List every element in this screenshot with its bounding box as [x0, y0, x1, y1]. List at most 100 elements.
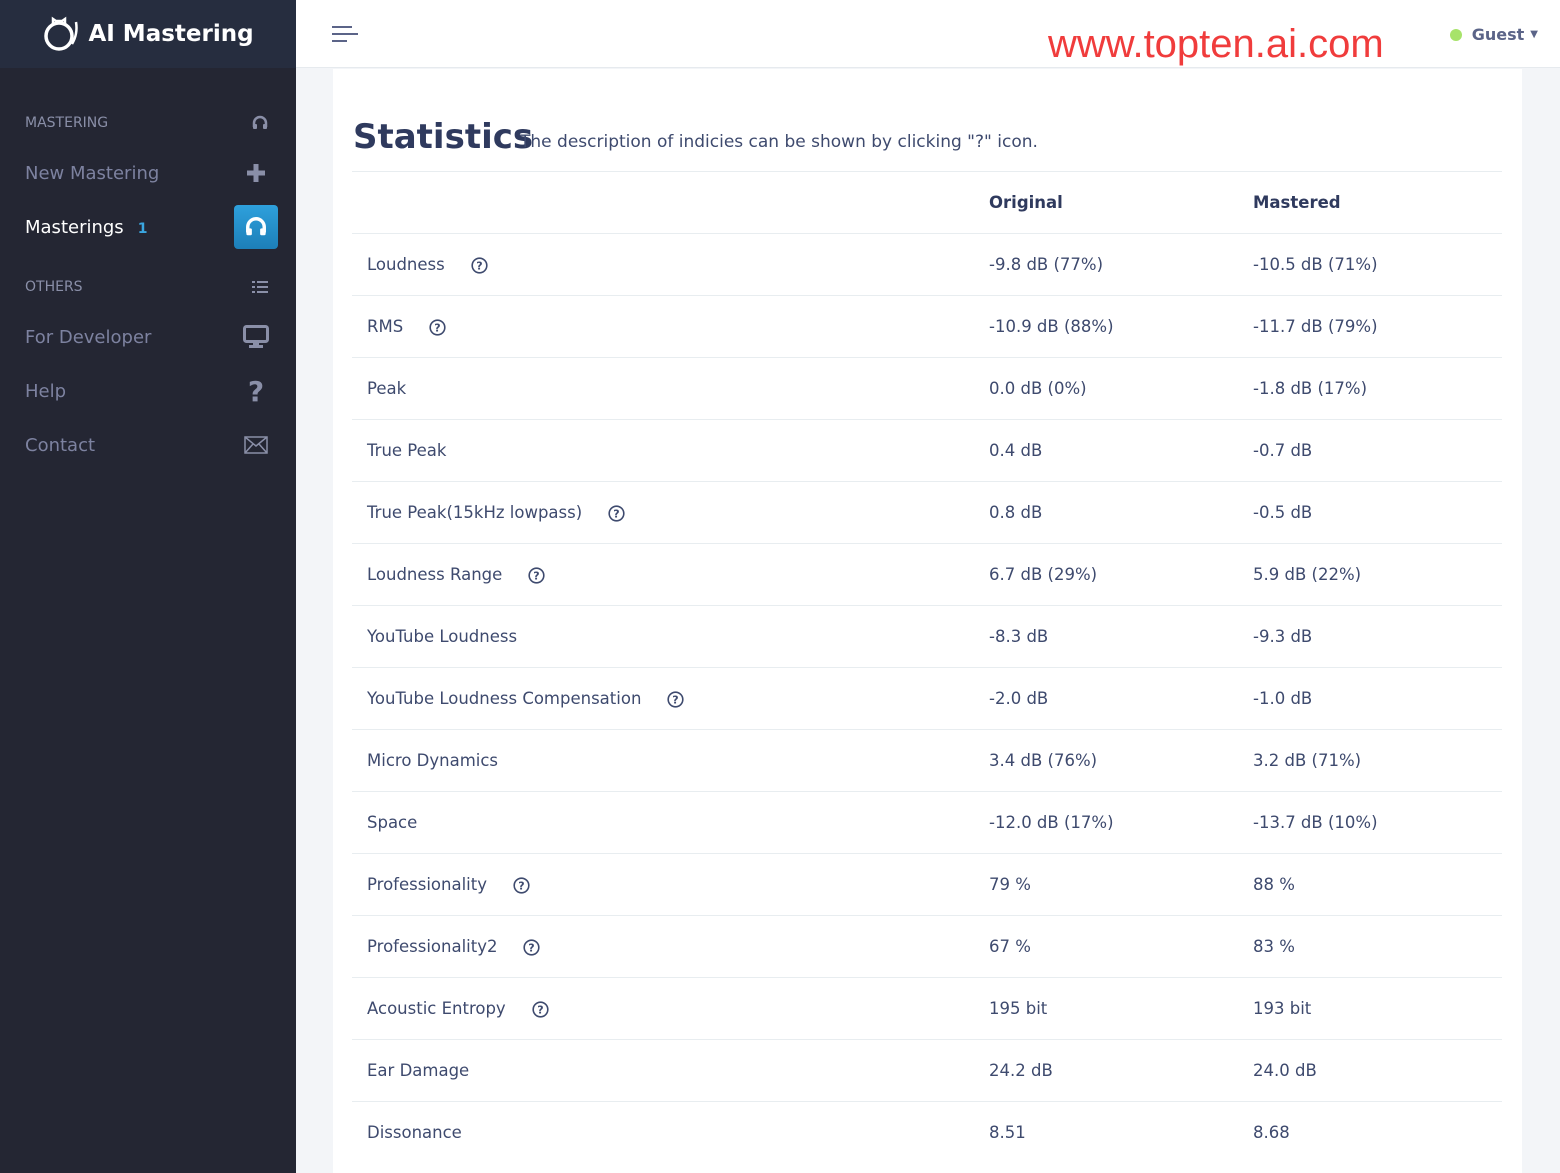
- mastered-value: 3.2 dB (71%): [1253, 729, 1502, 792]
- metric-name: Professionality: [367, 875, 487, 894]
- logo[interactable]: AI Mastering: [0, 0, 296, 68]
- original-value: 24.2 dB: [989, 1039, 1253, 1102]
- table-row: Peak 0.0 dB (0%) -1.8 dB (17%): [352, 357, 1502, 420]
- metric-name: Loudness: [367, 255, 445, 274]
- original-value: 0.0 dB (0%): [989, 357, 1253, 420]
- metric-name-cell: Dissonance: [352, 1101, 989, 1164]
- metric-name-cell: YouTube Loudness: [352, 605, 989, 668]
- metric-name-cell: Space: [352, 791, 989, 854]
- mastered-value: -13.7 dB (10%): [1253, 791, 1502, 854]
- original-value: 3.4 dB (76%): [989, 729, 1253, 792]
- table-row: Ear Damage 24.2 dB 24.0 dB: [352, 1039, 1502, 1102]
- mastered-value: -9.3 dB: [1253, 605, 1502, 668]
- section-others: OTHERS: [0, 275, 296, 299]
- logo-icon: [44, 16, 79, 51]
- mastered-value: -11.7 dB (79%): [1253, 295, 1502, 358]
- caret-down-icon: ▼: [1530, 29, 1538, 40]
- count-badge: 1: [137, 220, 148, 237]
- metric-name-cell: Micro Dynamics: [352, 729, 989, 792]
- sidebar-item-masterings[interactable]: Masterings 1: [0, 204, 296, 250]
- metric-name-cell: True Peak: [352, 419, 989, 482]
- statistics-table: Original Mastered Loudness? -9.8 dB (77%…: [352, 171, 1502, 1164]
- metric-name-cell: YouTube Loudness Compensation?: [352, 667, 989, 730]
- original-value: -8.3 dB: [989, 605, 1253, 668]
- help-icon[interactable]: ?: [429, 319, 446, 336]
- table-row: True Peak(15kHz lowpass)? 0.8 dB -0.5 dB: [352, 481, 1502, 544]
- original-value: 79 %: [989, 853, 1253, 916]
- sidebar-item-label: Contact: [25, 434, 96, 456]
- metric-name: Dissonance: [367, 1123, 462, 1143]
- sidebar-item-label: New Mastering: [25, 162, 160, 184]
- mastered-value: 5.9 dB (22%): [1253, 543, 1502, 606]
- help-icon[interactable]: ?: [513, 877, 530, 894]
- mastered-value: 88 %: [1253, 853, 1502, 916]
- user-name: Guest: [1471, 25, 1525, 44]
- metric-name: RMS: [367, 317, 404, 336]
- sidebar-item-label: For Developer: [25, 326, 152, 348]
- help-icon[interactable]: ?: [523, 939, 541, 956]
- original-value: 0.4 dB: [989, 419, 1253, 482]
- table-header-row: Original Mastered: [352, 171, 1502, 234]
- original-value: 67 %: [989, 915, 1253, 978]
- mastered-value: 8.68: [1253, 1101, 1502, 1164]
- metric-name: True Peak(15kHz lowpass): [367, 503, 583, 522]
- svg-text:?: ?: [613, 508, 619, 521]
- metric-name-cell: True Peak(15kHz lowpass)?: [352, 481, 989, 544]
- original-value: -9.8 dB (77%): [989, 233, 1253, 296]
- sidebar-item-for-developer[interactable]: For Developer: [0, 314, 296, 360]
- mastered-value: -1.8 dB (17%): [1253, 357, 1502, 420]
- sidebar-item-label: Masterings: [25, 216, 124, 238]
- metric-name: Loudness Range: [367, 565, 503, 584]
- mastered-value: 83 %: [1253, 915, 1502, 978]
- user-menu[interactable]: Guest ▼: [1449, 25, 1538, 44]
- svg-text:?: ?: [434, 322, 440, 335]
- metric-name-cell: RMS?: [352, 295, 989, 358]
- top-bar: www.topten.ai.com Guest ▼: [296, 0, 1560, 68]
- envelope-icon: [244, 436, 268, 454]
- table-row: Micro Dynamics 3.4 dB (76%) 3.2 dB (71%): [352, 729, 1502, 792]
- list-icon: [252, 281, 268, 293]
- metric-name: Acoustic Entropy: [367, 999, 506, 1018]
- column-header-mastered: Mastered: [1253, 171, 1502, 234]
- section-mastering: MASTERING: [0, 111, 296, 135]
- metric-name: YouTube Loudness Compensation: [367, 689, 642, 708]
- metric-name-cell: Loudness Range?: [352, 543, 989, 606]
- mastered-value: -10.5 dB (71%): [1253, 233, 1502, 296]
- table-row: True Peak 0.4 dB -0.7 dB: [352, 419, 1502, 482]
- metric-name: Ear Damage: [367, 1061, 470, 1080]
- watermark: www.topten.ai.com: [1048, 22, 1384, 66]
- app-name: AI Mastering: [88, 21, 254, 47]
- original-value: 195 bit: [989, 977, 1253, 1040]
- original-value: -2.0 dB: [989, 667, 1253, 730]
- metric-name: Micro Dynamics: [367, 751, 499, 770]
- original-value: 0.8 dB: [989, 481, 1253, 544]
- metric-name-cell: Professionality?: [352, 853, 989, 916]
- sidebar-item-help[interactable]: Help ?: [0, 368, 296, 414]
- headphones-icon: [246, 217, 266, 236]
- statistics-card: Statistics The description of indicies c…: [333, 69, 1522, 1173]
- column-header-original: Original: [989, 171, 1253, 234]
- sidebar-item-new-mastering[interactable]: New Mastering: [0, 150, 296, 196]
- svg-text:?: ?: [529, 942, 535, 955]
- help-icon[interactable]: ?: [528, 567, 545, 584]
- metric-name-cell: Professionality2?: [352, 915, 989, 978]
- help-icon[interactable]: ?: [667, 691, 685, 708]
- table-row: RMS? -10.9 dB (88%) -11.7 dB (79%): [352, 295, 1502, 358]
- menu-toggle-icon[interactable]: [332, 25, 358, 43]
- original-value: -10.9 dB (88%): [989, 295, 1253, 358]
- monitor-icon: [243, 325, 269, 348]
- svg-text:?: ?: [476, 260, 482, 273]
- page-description: The description of indicies can be shown…: [520, 132, 1038, 152]
- table-row: Professionality? 79 % 88 %: [352, 853, 1502, 916]
- help-icon[interactable]: ?: [532, 1001, 549, 1018]
- table-row: YouTube Loudness -8.3 dB -9.3 dB: [352, 605, 1502, 668]
- metric-name-cell: Ear Damage: [352, 1039, 989, 1102]
- help-icon[interactable]: ?: [471, 257, 488, 274]
- help-icon[interactable]: ?: [608, 505, 625, 522]
- sidebar-item-contact[interactable]: Contact: [0, 422, 296, 468]
- table-row: Loudness? -9.8 dB (77%) -10.5 dB (71%): [352, 233, 1502, 296]
- mastered-value: -0.5 dB: [1253, 481, 1502, 544]
- plus-icon: [247, 164, 265, 182]
- online-status-dot: [1449, 28, 1462, 41]
- metric-name-cell: Peak: [352, 357, 989, 420]
